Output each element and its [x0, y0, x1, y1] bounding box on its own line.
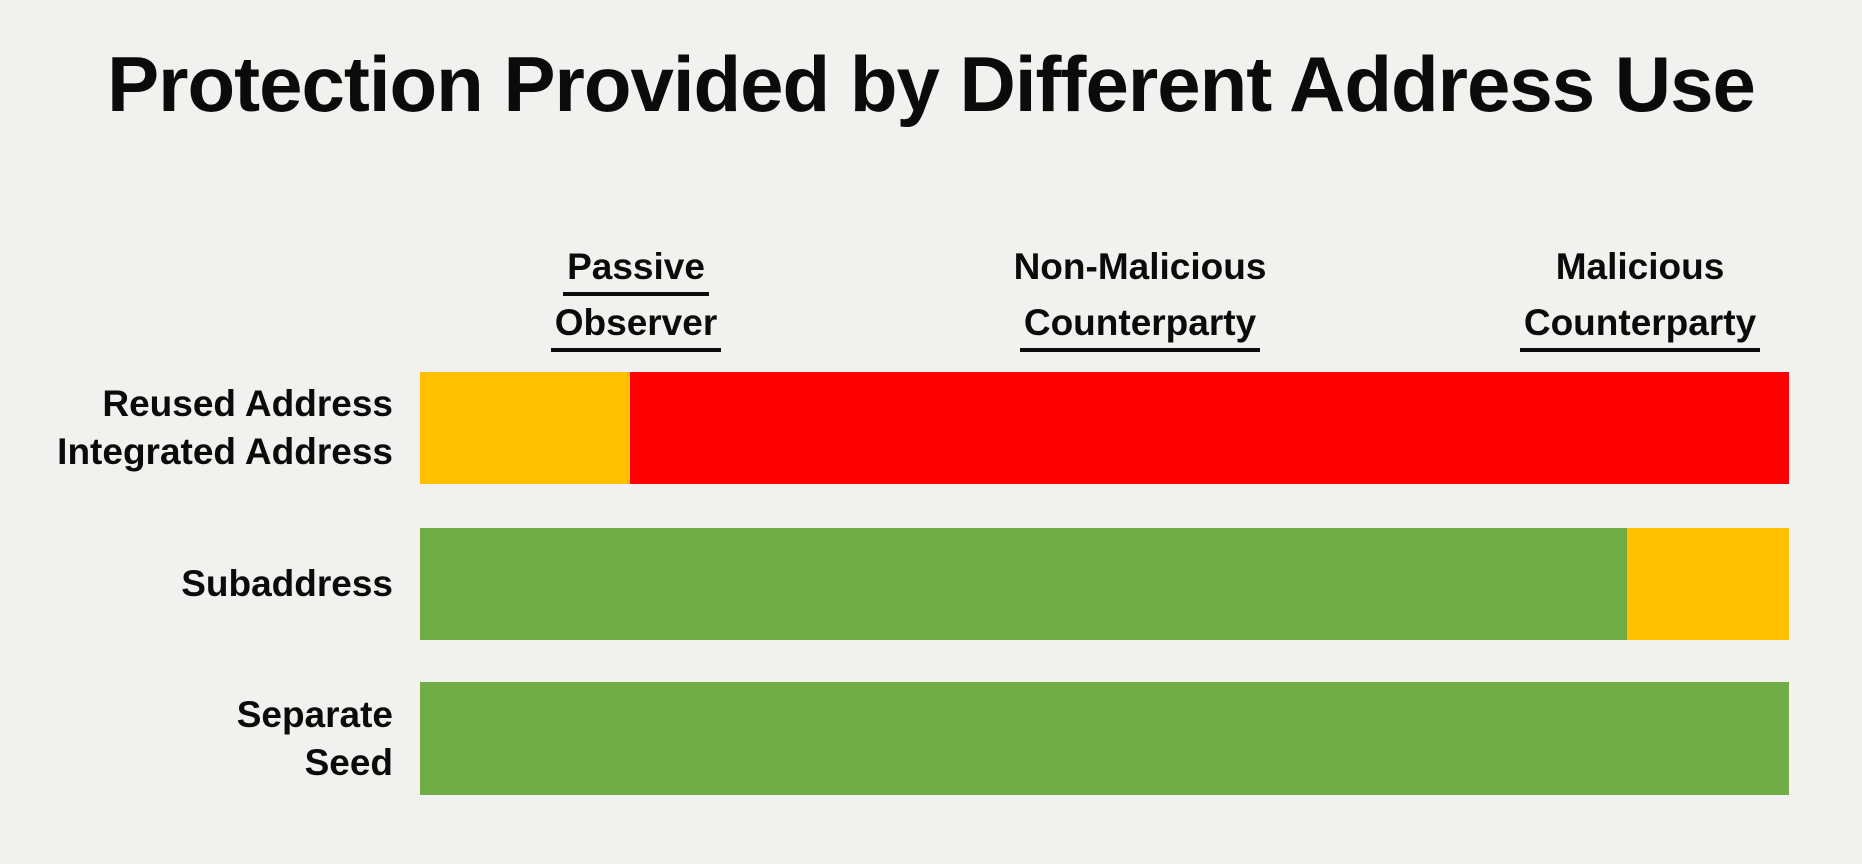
bar-reused-integrated-address — [420, 372, 1789, 484]
column-header-line: Non-Malicious — [1013, 246, 1267, 287]
bar-segment-protection — [420, 528, 1628, 640]
column-header-line: Counterparty — [1019, 301, 1261, 352]
column-header-passive-observer: Passive Observer — [406, 240, 866, 352]
column-header-line: Observer — [550, 301, 722, 352]
bar-segment-protection — [420, 682, 1789, 795]
bar-subaddress — [420, 528, 1789, 640]
row-label-line: Reused Address — [102, 383, 393, 424]
row-label-line: Integrated Address — [57, 431, 393, 472]
row-label-separate-seed: Separate Seed — [0, 682, 393, 795]
column-header-line: Counterparty — [1519, 301, 1761, 352]
bar-segment-no-protection — [630, 372, 1789, 484]
bar-separate-seed — [420, 682, 1789, 795]
bar-segment-partial-protection — [1627, 528, 1789, 640]
row-label-subaddress: Subaddress — [0, 528, 393, 640]
row-label-line: Seed — [304, 741, 393, 783]
row-label-reused-integrated-address: Reused Address Integrated Address — [0, 372, 393, 484]
chart-title: Protection Provided by Different Address… — [107, 40, 1756, 128]
row-label-line: Subaddress — [181, 563, 393, 604]
bar-segment-partial-protection — [420, 372, 630, 484]
column-header-malicious-counterparty: Malicious Counterparty — [1410, 240, 1862, 352]
column-header-line: Malicious — [1555, 246, 1725, 287]
row-label-line: Separate — [236, 693, 393, 735]
column-header-line: Passive — [563, 245, 709, 296]
column-header-non-malicious-counterparty: Non-Malicious Counterparty — [910, 240, 1370, 352]
